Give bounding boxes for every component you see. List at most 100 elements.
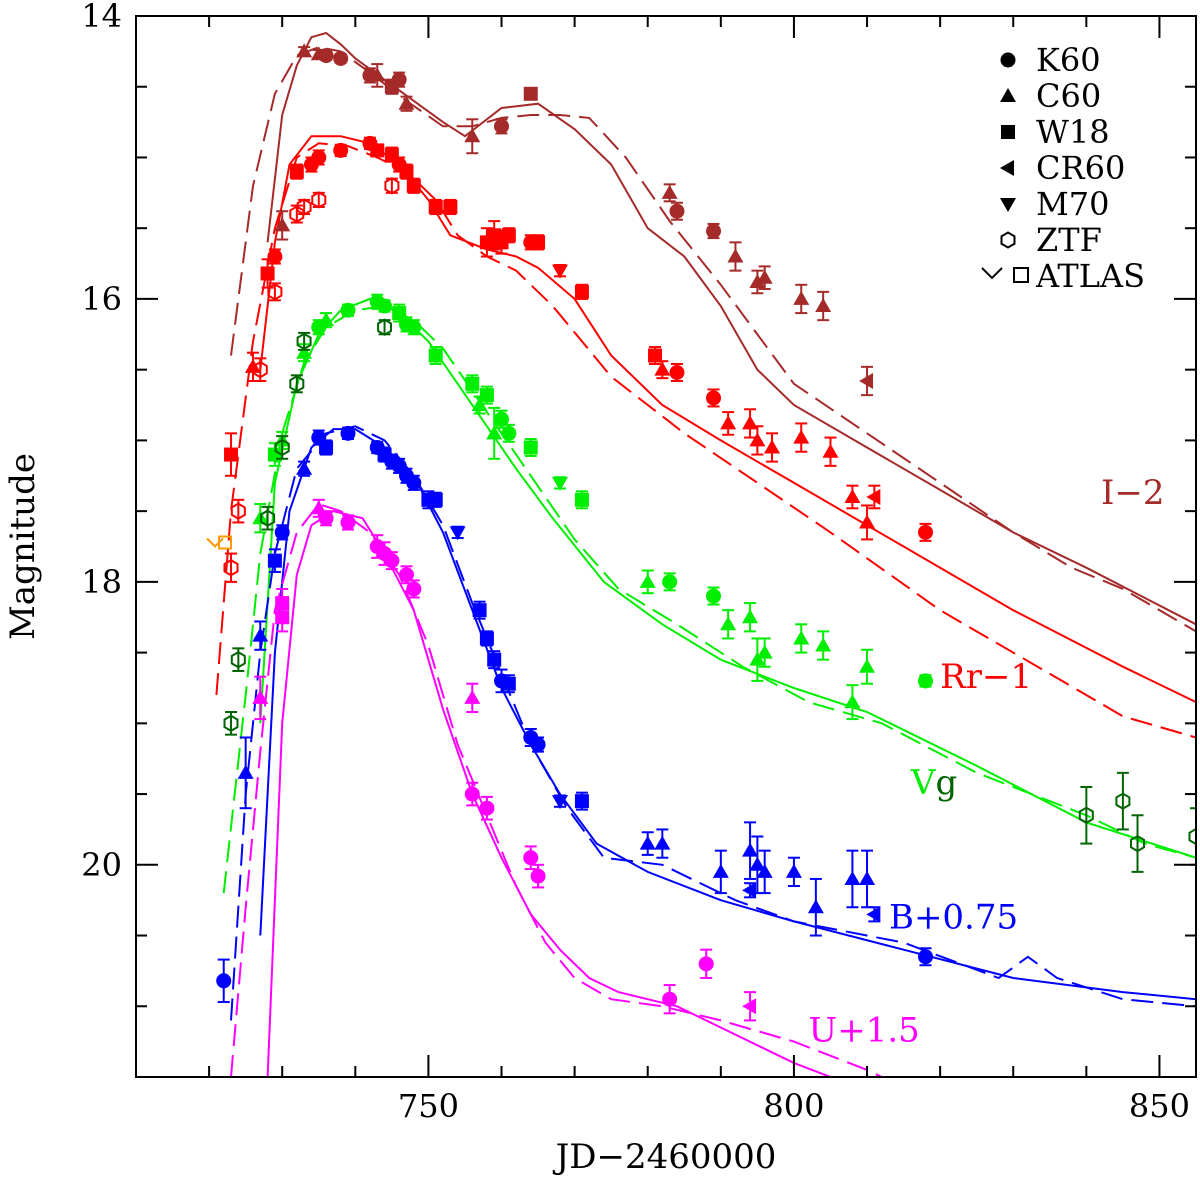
- data-point-I-2: [793, 290, 810, 305]
- data-point-B-0-75: [756, 863, 773, 878]
- atlas-point: [206, 537, 224, 548]
- model-line-dashed: [215, 142, 1196, 739]
- axis-tick-labels: 750 800 850 14 16 18 20: [81, 0, 1190, 1125]
- data-point-B-0-75: [859, 870, 876, 885]
- data-point-Vg: [793, 630, 810, 645]
- y-axis-title: Magnitude: [3, 453, 43, 640]
- data-point-U-1-5: [318, 510, 334, 526]
- model-line-solid: [266, 31, 1196, 626]
- data-point-Vg: [662, 574, 678, 590]
- data-point-U-1-5: [406, 581, 422, 597]
- data-point-Rr-1: [552, 264, 568, 279]
- data-point-Vg: [479, 388, 494, 403]
- data-point-Rr-1: [574, 284, 589, 299]
- ztf-point: [260, 509, 276, 527]
- data-point-B-0-75: [639, 835, 656, 850]
- data-point-U-1-5: [523, 850, 539, 866]
- data-point-B-0-75: [449, 526, 466, 541]
- data-point-B-0-75: [574, 794, 589, 809]
- data-point-Vg: [720, 616, 737, 631]
- data-point-Rr-1: [370, 143, 385, 158]
- data-point-U-1-5: [530, 868, 546, 884]
- ztf-point: [1078, 806, 1094, 824]
- data-point-B-0-75: [742, 842, 759, 857]
- data-point-Vg: [742, 609, 759, 624]
- ztf-point-red: [230, 502, 246, 520]
- data-point-U-1-5: [384, 553, 400, 569]
- data-point-B-0-75: [866, 906, 881, 923]
- data-point-I-2: [398, 95, 415, 110]
- data-point-U-1-5: [464, 786, 480, 802]
- legend-symbol-c60: [1000, 88, 1016, 102]
- data-point-B-0-75: [487, 652, 502, 667]
- data-point-Rr-1: [311, 149, 327, 165]
- data-point-Rr-1: [742, 415, 759, 430]
- data-point-Vg: [486, 425, 503, 440]
- data-point-Vg: [501, 425, 517, 441]
- ztf-point-red: [296, 198, 312, 216]
- data-point-I-2: [749, 273, 766, 288]
- data-point-Vg: [494, 411, 510, 427]
- data-point-Rr-1: [822, 443, 839, 458]
- ztf-point-red: [311, 191, 327, 209]
- data-point-Vg: [340, 302, 356, 318]
- data-point-Rr-1: [648, 348, 663, 363]
- data-point-B-0-75: [749, 856, 766, 871]
- data-point-Rr-1: [260, 266, 275, 281]
- data-point-I-2: [274, 217, 291, 232]
- data-point-U-1-5: [742, 998, 757, 1015]
- ztf-point: [1188, 827, 1196, 846]
- data-point-Vg: [918, 673, 934, 689]
- data-point-B-0-75: [406, 475, 422, 491]
- ztf-point: [223, 714, 239, 732]
- legend-symbol-cr60: [1000, 160, 1014, 176]
- data-point-I-2: [523, 86, 538, 101]
- y-tick-label: 18: [81, 563, 122, 601]
- data-point-Rr-1: [501, 228, 516, 243]
- data-point-Rr-1: [224, 447, 239, 462]
- data-point-Vg: [318, 312, 335, 327]
- ztf-point: [296, 332, 312, 351]
- data-point-Rr-1: [531, 235, 546, 250]
- data-point-B-0-75: [216, 973, 232, 989]
- data-point-U-1-5: [252, 689, 269, 704]
- model-line-dashed: [230, 502, 884, 1077]
- data-point-U-1-5: [479, 800, 495, 816]
- data-point-B-0-75: [530, 737, 546, 753]
- data-point-I-2: [369, 67, 386, 82]
- data-point-I-2: [318, 48, 334, 64]
- ztf-point-red: [223, 559, 239, 577]
- data-point-B-0-75: [274, 524, 290, 540]
- data-point-I-2: [727, 248, 744, 263]
- band-label-second: g: [935, 763, 957, 803]
- legend-symbol-k60: [1000, 52, 1016, 68]
- data-point-I-2: [464, 128, 481, 143]
- data-point-Vg: [471, 397, 488, 412]
- ztf-point: [230, 651, 246, 669]
- data-point-I-2: [669, 203, 685, 219]
- data-point-B-0-75: [552, 795, 568, 810]
- legend-label: ZTF: [1036, 221, 1102, 259]
- data-point-I-2: [756, 269, 773, 284]
- data-point-Rr-1: [918, 524, 934, 540]
- ztf-point: [289, 375, 305, 393]
- data-point-I-2: [296, 43, 313, 58]
- data-point-Rr-1: [333, 142, 349, 158]
- data-point-Vg: [844, 694, 861, 709]
- data-layer: [206, 31, 1196, 1077]
- data-point-Vg: [465, 376, 480, 391]
- data-point-Rr-1: [289, 164, 304, 179]
- data-point-Vg: [296, 344, 313, 359]
- legend-symbol-w18: [1001, 125, 1015, 139]
- y-tick-label: 20: [81, 846, 122, 884]
- data-point-B-0-75: [501, 676, 516, 691]
- data-point-B-0-75: [785, 863, 802, 878]
- data-point-Vg: [749, 651, 766, 666]
- band-label: Rr−1: [940, 657, 1032, 697]
- model-line-solid: [259, 428, 1196, 1001]
- band-label: B+0.75: [889, 897, 1018, 937]
- model-line-dashed: [230, 425, 1196, 1021]
- data-point-Rr-1: [443, 199, 458, 214]
